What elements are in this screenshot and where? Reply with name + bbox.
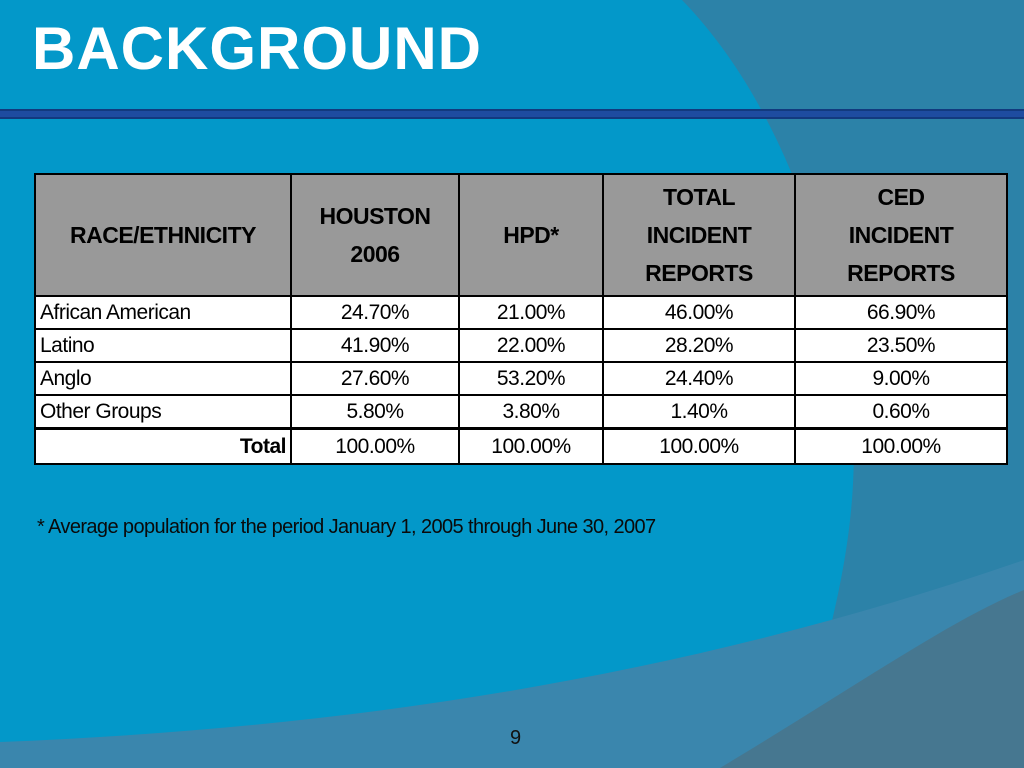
page-number: 9 — [510, 727, 522, 749]
table-total-row: Total 100.00% 100.00% 100.00% 100.00% — [34, 427, 1008, 465]
cell-hpd: 3.80% — [458, 394, 604, 430]
row-label: Anglo — [34, 361, 292, 396]
title-divider — [0, 109, 1024, 119]
cell-houston: 5.80% — [290, 394, 460, 430]
cell-total-incident-total: 100.00% — [602, 427, 796, 465]
header-hpd: HPD* — [458, 173, 604, 297]
table-row: African American 24.70% 21.00% 46.00% 66… — [34, 295, 1008, 330]
slide-title: BACKGROUND — [32, 15, 482, 82]
cell-total-incident: 46.00% — [602, 295, 796, 330]
row-label: Other Groups — [34, 394, 292, 430]
total-label: Total — [34, 427, 292, 465]
cell-hpd: 21.00% — [458, 295, 604, 330]
background-corner-shape — [720, 590, 1024, 768]
background-bottom-wave — [0, 560, 1024, 768]
header-total-incident-reports: TOTAL INCIDENT REPORTS — [602, 173, 796, 297]
cell-hpd-total: 100.00% — [458, 427, 604, 465]
table-row: Anglo 27.60% 53.20% 24.40% 9.00% — [34, 361, 1008, 396]
race-ethnicity-table: RACE/ETHNICITY HOUSTON 2006 HPD* TOTAL INC… — [34, 173, 1008, 465]
cell-houston: 24.70% — [290, 295, 460, 330]
row-label: African American — [34, 295, 292, 330]
cell-ced-incident-total: 100.00% — [794, 427, 1008, 465]
cell-houston: 27.60% — [290, 361, 460, 396]
cell-houston-total: 100.00% — [290, 427, 460, 465]
cell-ced-incident: 9.00% — [794, 361, 1008, 396]
table-header-row: RACE/ETHNICITY HOUSTON 2006 HPD* TOTAL INC… — [34, 173, 1008, 297]
header-houston-2006: HOUSTON 2006 — [290, 173, 460, 297]
cell-ced-incident: 0.60% — [794, 394, 1008, 430]
table-row: Other Groups 5.80% 3.80% 1.40% 0.60% — [34, 394, 1008, 430]
cell-houston: 41.90% — [290, 328, 460, 363]
cell-ced-incident: 23.50% — [794, 328, 1008, 363]
cell-hpd: 22.00% — [458, 328, 604, 363]
header-ced-incident-reports: CED INCIDENT REPORTS — [794, 173, 1008, 297]
footnote: * Average population for the period Janu… — [37, 516, 656, 538]
row-label: Latino — [34, 328, 292, 363]
header-race-ethnicity: RACE/ETHNICITY — [34, 173, 292, 297]
table-row: Latino 41.90% 22.00% 28.20% 23.50% — [34, 328, 1008, 363]
cell-total-incident: 28.20% — [602, 328, 796, 363]
cell-total-incident: 1.40% — [602, 394, 796, 430]
cell-ced-incident: 66.90% — [794, 295, 1008, 330]
cell-total-incident: 24.40% — [602, 361, 796, 396]
cell-hpd: 53.20% — [458, 361, 604, 396]
